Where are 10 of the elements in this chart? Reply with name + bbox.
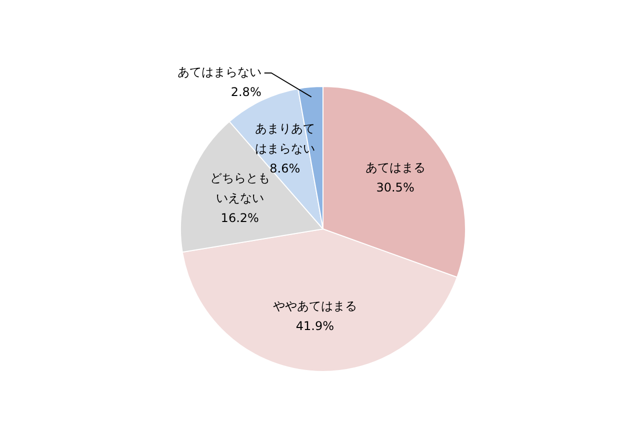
data-label: 16.2% xyxy=(220,211,259,226)
data-label: 30.5% xyxy=(376,180,414,194)
slice-label: ややあてはまる xyxy=(272,299,357,314)
data-label: 8.6% xyxy=(270,161,300,176)
slice-label: あまりあてはまらない xyxy=(254,121,315,156)
slice-label: どちらともいえない xyxy=(210,171,270,206)
data-label: 2.8% xyxy=(230,85,262,100)
data-label: 41.9% xyxy=(296,319,334,334)
slice-label: あてはまる xyxy=(365,160,426,174)
slice-label: あてはまらない xyxy=(177,65,262,80)
